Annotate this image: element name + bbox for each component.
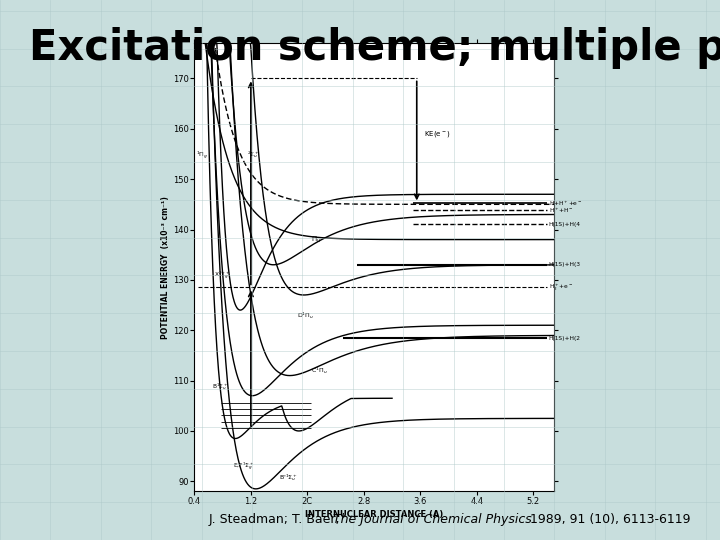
Text: B'$^1\Sigma_u^+$: B'$^1\Sigma_u^+$ — [279, 472, 298, 483]
Text: H(1S)+H(3: H(1S)+H(3 — [549, 262, 581, 267]
Text: E,F$^1\Sigma_g^+$: E,F$^1\Sigma_g^+$ — [233, 461, 255, 474]
Text: The Journal of Chemical Physics: The Journal of Chemical Physics — [333, 514, 531, 526]
Text: H(1S)+H(4: H(1S)+H(4 — [549, 222, 581, 227]
Text: $\Pi_u$: $\Pi_u$ — [311, 235, 321, 245]
Text: $^2\Sigma_u^+$: $^2\Sigma_u^+$ — [248, 150, 261, 160]
Text: H+H$^+$+e$^-$: H+H$^+$+e$^-$ — [549, 199, 582, 208]
Text: X$^2\Sigma_g^+$: X$^2\Sigma_g^+$ — [214, 270, 230, 282]
Text: H$^+$+H$^-$: H$^+$+H$^-$ — [549, 206, 574, 215]
Text: D$^1\Pi_u$: D$^1\Pi_u$ — [297, 310, 314, 321]
Text: H(1S)+H(2: H(1S)+H(2 — [549, 336, 581, 341]
Text: J. Steadman; T. Baer,: J. Steadman; T. Baer, — [209, 514, 344, 526]
Text: Excitation scheme; multiple photons: Excitation scheme; multiple photons — [29, 27, 720, 69]
Text: 1989, 91 (10), 6113-6119: 1989, 91 (10), 6113-6119 — [522, 514, 690, 526]
X-axis label: INTERNUCLEAR DISTANCE (A): INTERNUCLEAR DISTANCE (A) — [305, 510, 444, 519]
Text: C$^1\Pi_u$: C$^1\Pi_u$ — [311, 366, 328, 376]
Text: $^1\Pi_g$: $^1\Pi_g$ — [196, 149, 208, 160]
Text: B$^1\Sigma_u^+$: B$^1\Sigma_u^+$ — [212, 381, 228, 392]
Text: H$_2^+$+e$^-$: H$_2^+$+e$^-$ — [549, 282, 573, 293]
Y-axis label: POTENTIAL ENERGY  (x10⁻³ cm⁻¹): POTENTIAL ENERGY (x10⁻³ cm⁻¹) — [161, 196, 170, 339]
Text: KE(e$^-$): KE(e$^-$) — [424, 129, 450, 139]
